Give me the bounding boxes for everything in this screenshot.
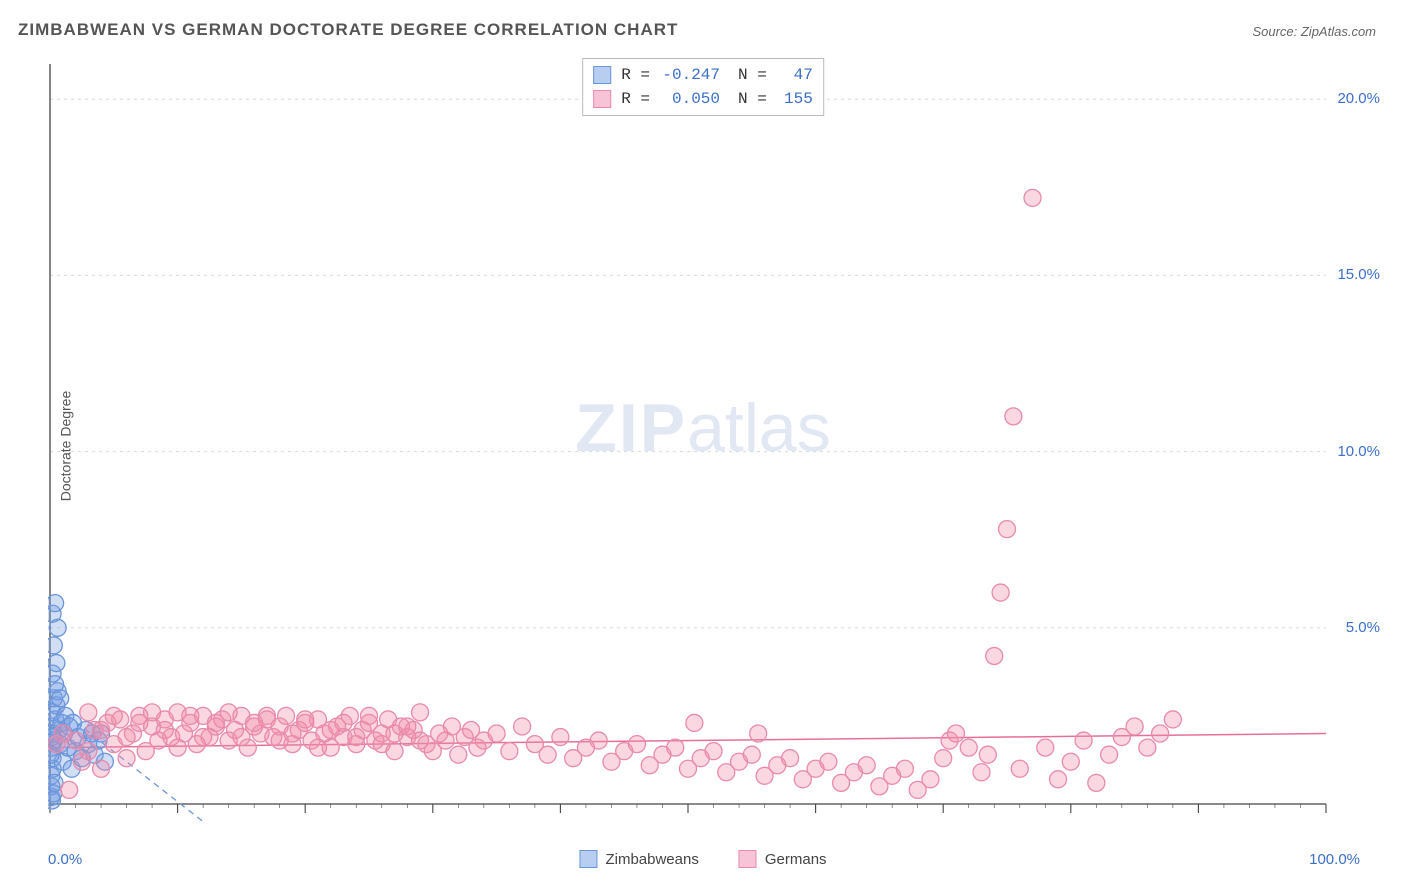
chart-title: ZIMBABWEAN VS GERMAN DOCTORATE DEGREE CO…: [18, 20, 678, 40]
stats-row: R =0.050 N =155: [593, 87, 813, 111]
x-axis-max-label: 100.0%: [1309, 851, 1360, 868]
stats-n-value: 47: [773, 63, 813, 87]
legend-swatch: [739, 850, 757, 868]
x-axis-min-label: 0.0%: [48, 851, 82, 868]
stats-r-label: R =: [621, 87, 650, 111]
stats-n-value: 155: [773, 87, 813, 111]
correlation-stats-box: R =-0.247 N =47 R =0.050 N =155: [582, 58, 824, 116]
legend-bottom: Zimbabweans Germans: [579, 850, 826, 868]
legend-label: Zimbabweans: [605, 851, 698, 868]
stats-row: R =-0.247 N =47: [593, 63, 813, 87]
stats-r-value: -0.247: [656, 63, 720, 87]
stats-r-value: 0.050: [656, 87, 720, 111]
source-attribution: Source: ZipAtlas.com: [1252, 24, 1376, 39]
y-tick-label: 10.0%: [1337, 443, 1380, 460]
stats-r-label: R =: [621, 63, 650, 87]
legend-label: Germans: [765, 851, 827, 868]
stats-swatch: [593, 66, 611, 84]
stats-swatch: [593, 90, 611, 108]
stats-n-label: N =: [738, 87, 767, 111]
legend-item: Zimbabweans: [579, 850, 698, 868]
y-tick-label: 20.0%: [1337, 90, 1380, 107]
y-tick-label: 5.0%: [1346, 619, 1380, 636]
chart-plot-area: [48, 58, 1328, 822]
y-tick-label: 15.0%: [1337, 266, 1380, 283]
scatter-svg: [48, 58, 1328, 822]
stats-n-label: N =: [738, 63, 767, 87]
legend-item: Germans: [739, 850, 827, 868]
legend-swatch: [579, 850, 597, 868]
